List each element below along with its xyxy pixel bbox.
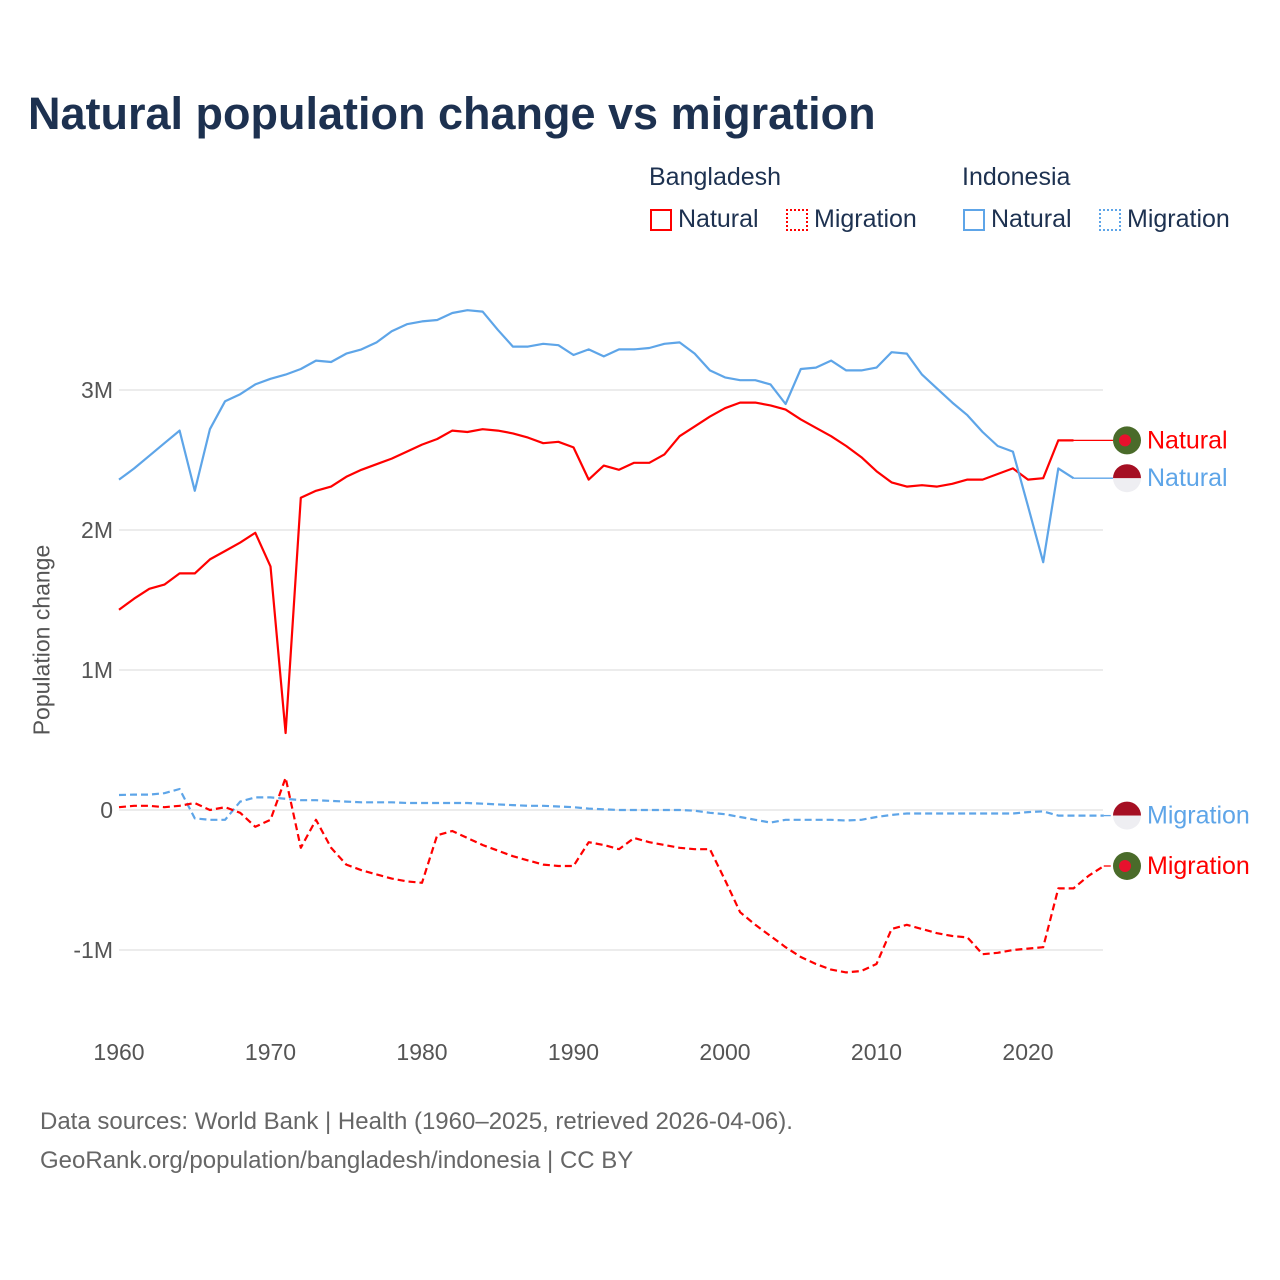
chart-title: Natural population change vs migration: [28, 88, 876, 139]
x-tick-label: 2010: [851, 1039, 902, 1065]
legend-bangladesh-migration[interactable]: Migration: [786, 205, 917, 234]
legend-indonesia-natural[interactable]: Natural: [963, 205, 1072, 234]
y-tick-label: 1M: [81, 657, 113, 683]
series-line-indonesia-natural: [118, 309, 1075, 564]
y-tick-label: 0: [100, 797, 113, 823]
series-end-label: Natural: [1147, 464, 1228, 492]
footer-sources: Data sources: World Bank | Health (1960–…: [40, 1108, 793, 1135]
y-tick-label: 2M: [81, 517, 113, 543]
x-tick-label: 1980: [396, 1039, 447, 1065]
legend-swatch-solid: [963, 208, 985, 231]
footer-url[interactable]: GeoRank.org/population/bangladesh/indone…: [40, 1147, 634, 1174]
series-line-bangladesh-natural: [118, 401, 1074, 735]
indonesia-flag-icon: [1113, 801, 1141, 816]
legend-label: Natural: [991, 205, 1072, 233]
series-line-bangladesh-migration: [118, 776, 1105, 974]
legend-group-bangladesh: Bangladesh: [649, 163, 782, 191]
legend-swatch-solid: [650, 208, 672, 231]
legend-label: Migration: [814, 205, 917, 233]
legend-indonesia-migration[interactable]: Migration: [1099, 205, 1230, 234]
legend-label: Migration: [1127, 205, 1230, 233]
y-tick-label: -1M: [73, 937, 113, 963]
x-tick-label: 2020: [1002, 1039, 1053, 1065]
legend-swatch-dotted: [786, 208, 808, 231]
legend-bangladesh-natural[interactable]: Natural: [650, 205, 759, 234]
x-tick-label: 2000: [699, 1039, 750, 1065]
bangladesh-flag-dot: [1119, 860, 1131, 872]
y-tick-label: 3M: [81, 377, 113, 403]
x-tick-label: 1990: [548, 1039, 599, 1065]
x-tick-label: 1960: [93, 1039, 144, 1065]
indonesia-flag-white: [1113, 478, 1141, 493]
bangladesh-flag-dot: [1119, 434, 1131, 447]
series-end-label: Migration: [1147, 802, 1250, 830]
legend-group-indonesia: Indonesia: [962, 163, 1071, 191]
series-line-indonesia-migration: [118, 787, 1104, 824]
series-end-label: Migration: [1147, 852, 1250, 880]
indonesia-flag-white: [1113, 815, 1141, 830]
x-tick-label: 1970: [245, 1039, 296, 1065]
legend-label: Natural: [678, 205, 759, 233]
series-end-label: Natural: [1147, 426, 1228, 454]
legend-swatch-dotted: [1099, 208, 1121, 231]
indonesia-flag-icon: [1113, 464, 1141, 479]
